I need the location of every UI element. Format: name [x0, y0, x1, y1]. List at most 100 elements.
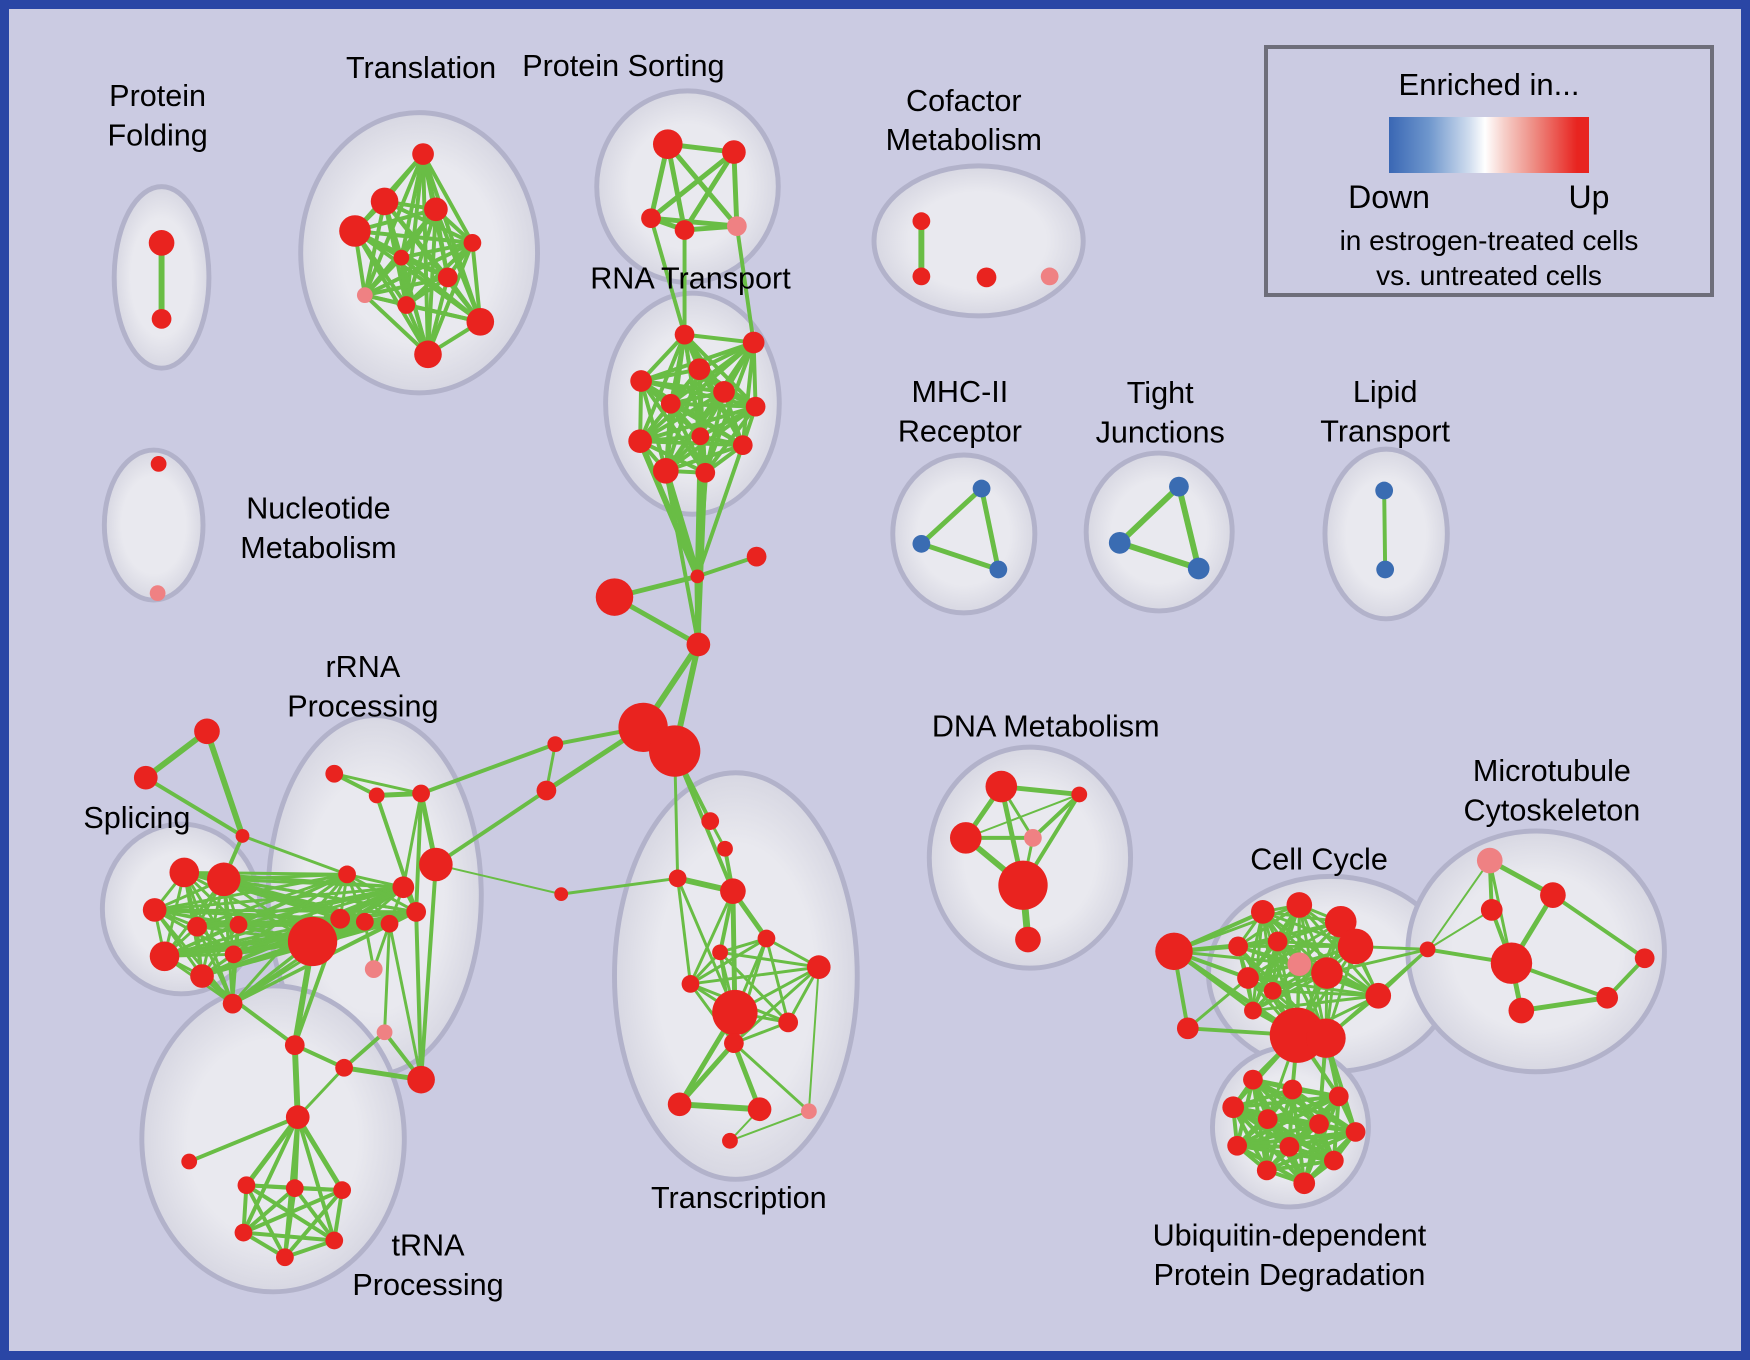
- node-m1: [912, 534, 931, 553]
- mesh-edge-rna-transport-mesh: [639, 379, 708, 475]
- node-y10: [1237, 967, 1259, 989]
- mesh-edge-rna-transport-mesh: [639, 379, 758, 409]
- node-t1: [370, 187, 399, 216]
- cluster-label-translation: Translation: [346, 51, 496, 85]
- node-s7: [224, 945, 243, 964]
- edge-rh12-tn0: [291, 1042, 301, 1121]
- node-mc7: [1634, 948, 1655, 969]
- node-tn1: [181, 1153, 198, 1170]
- mesh-edge-ubiquitin-mesh: [1235, 1129, 1358, 1148]
- cluster-label-tight-junctions: Tight Junctions: [1096, 376, 1225, 449]
- node-cc11: [720, 878, 746, 904]
- mesh-edge-cell-cycle-mesh: [1271, 989, 1380, 998]
- node-rh6: [406, 902, 427, 922]
- node-r6: [745, 396, 766, 417]
- node-rh3: [330, 908, 351, 929]
- node-x2: [235, 829, 250, 843]
- node-s0: [169, 857, 200, 888]
- node-tc5: [712, 989, 758, 1036]
- edge-tj1-tj2: [1116, 539, 1202, 572]
- node-ub2: [1328, 1086, 1349, 1107]
- node-tn6: [325, 1231, 344, 1250]
- node-t5: [393, 249, 410, 266]
- edge-tn0-tn6: [295, 1115, 337, 1243]
- node-ub8: [1279, 1136, 1300, 1157]
- mesh-edge-splicing-rrna-mesh: [195, 872, 349, 929]
- mesh-edge-rna-transport-mesh: [638, 439, 708, 475]
- edge-mc5-mc6: [1518, 995, 1610, 1014]
- node-d2: [949, 822, 982, 854]
- node-y12: [1365, 982, 1392, 1009]
- node-x0: [194, 718, 220, 745]
- node-ub1: [1282, 1079, 1303, 1100]
- node-r5: [660, 393, 681, 414]
- node-ps2: [641, 208, 661, 229]
- node-tc8: [667, 1092, 692, 1117]
- cluster-label-cell-cycle: Cell Cycle: [1250, 843, 1388, 877]
- node-tn3: [285, 1179, 304, 1198]
- node-cc0: [690, 569, 705, 584]
- mesh-edge-splicing-rrna-mesh: [222, 877, 405, 889]
- node-y2: [1250, 900, 1275, 924]
- mesh-edge-protein-sorting-mesh: [731, 149, 740, 229]
- cluster-label-microtubule-cytoskeleton: Microtubule Cytoskeleton: [1464, 754, 1641, 827]
- edge-d1-d3: [1030, 792, 1082, 840]
- mesh-edge-ubiquitin-mesh: [1264, 1129, 1358, 1173]
- node-tn0: [285, 1105, 310, 1129]
- edge-rh2-cc12: [434, 863, 563, 896]
- edge-rr0-rr2: [332, 772, 423, 795]
- node-s3: [187, 916, 207, 937]
- edge-rh2-rh11: [419, 862, 438, 1082]
- node-tc11: [722, 1132, 738, 1149]
- mesh-edge-splicing-rrna-mesh: [163, 885, 405, 958]
- node-r7: [691, 427, 710, 446]
- node-t2: [424, 197, 448, 222]
- node-cc12: [554, 887, 569, 902]
- node-cc9: [717, 840, 733, 857]
- mesh-edge-ubiquitin-mesh: [1264, 1158, 1336, 1173]
- node-t7: [356, 287, 373, 304]
- mesh-edge-transcription-mesh: [764, 937, 790, 1024]
- mesh-edge-rna-transport-mesh: [663, 443, 745, 473]
- node-cc8: [701, 812, 720, 830]
- node-ub0: [1243, 1069, 1263, 1090]
- node-y8: [1287, 952, 1312, 977]
- legend-down-label: Down: [1348, 179, 1430, 215]
- node-cc1: [746, 546, 767, 567]
- node-mc3: [1419, 941, 1436, 958]
- node-c3: [1040, 267, 1059, 286]
- node-s1: [206, 862, 241, 897]
- node-r0: [674, 324, 695, 345]
- node-y3: [1286, 892, 1313, 918]
- legend-title: Enriched in...: [1398, 67, 1580, 102]
- edge-mc3-mc0: [1426, 859, 1491, 951]
- edge-x0-x2: [203, 728, 246, 839]
- node-s4: [229, 915, 248, 934]
- node-rr0: [325, 764, 344, 783]
- mesh-edge-rna-transport-mesh: [638, 332, 687, 444]
- node-cc10: [668, 869, 687, 888]
- edge-y1-y10: [1186, 976, 1250, 1030]
- mesh-edge-rna-transport-mesh: [703, 404, 758, 475]
- edge-mc3-mc2: [1426, 908, 1493, 951]
- node-s5: [149, 941, 180, 972]
- edge-tc8-tc9: [676, 1101, 763, 1113]
- edge-tn0-tn1: [187, 1115, 300, 1164]
- node-ub7: [1227, 1135, 1248, 1156]
- cluster-label-transcription: Transcription: [651, 1181, 827, 1215]
- edge-x2-rh0: [241, 834, 349, 876]
- node-l0: [1375, 481, 1394, 500]
- cluster-label-rna-transport: RNA Transport: [590, 261, 791, 295]
- cluster-label-ubiquitin-dependent-protein-degradation: Ubiquitin-dependent Protein Degradation: [1153, 1219, 1427, 1292]
- node-y4: [1324, 905, 1357, 938]
- edge-tn0-tn5: [241, 1115, 300, 1235]
- edge-d1-d2: [964, 793, 1081, 839]
- node-mc0: [1476, 847, 1503, 874]
- node-rh11: [407, 1065, 435, 1094]
- node-tn4: [333, 1181, 352, 1200]
- edge-cc10-tc4: [676, 876, 692, 986]
- node-s8: [222, 993, 243, 1014]
- edge-tj0-tj2: [1175, 483, 1202, 572]
- mesh-edge-protein-sorting-mesh: [648, 149, 737, 221]
- mesh-edge-translation-mesh: [362, 255, 404, 298]
